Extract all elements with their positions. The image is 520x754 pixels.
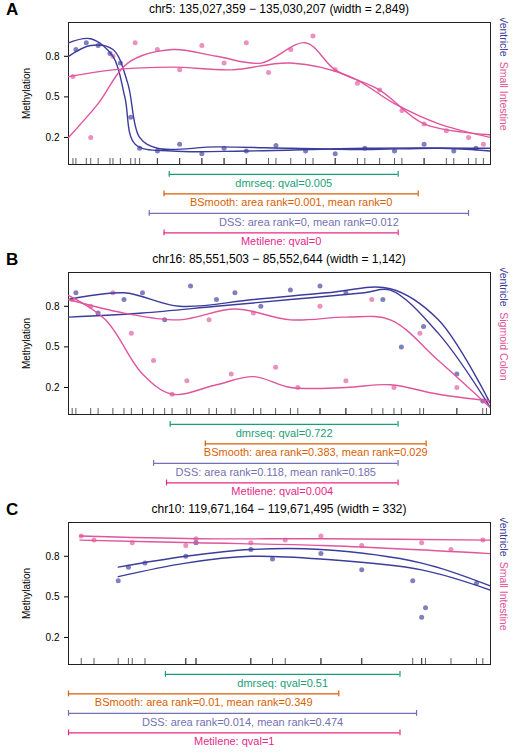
svg-text:0.5: 0.5 [46, 91, 60, 102]
svg-text:dmrseq: qval=0.722: dmrseq: qval=0.722 [236, 427, 333, 439]
svg-text:Methylation: Methylation [21, 568, 32, 619]
svg-text:Metilene: qval=1: Metilene: qval=1 [194, 735, 274, 747]
svg-text:Left Ventricle: Left Ventricle [498, 518, 510, 557]
svg-text:0.2: 0.2 [46, 382, 60, 393]
svg-text:BSmooth: area rank=0.383, mean: BSmooth: area rank=0.383, mean rank=0.02… [204, 446, 428, 458]
svg-text:Left Ventricle: Left Ventricle [498, 18, 510, 57]
svg-text:Methylation: Methylation [21, 68, 32, 119]
svg-text:Methylation: Methylation [21, 318, 32, 369]
svg-text:BSmooth: area rank=0.01, mean: BSmooth: area rank=0.01, mean rank=0.349 [95, 696, 313, 708]
html-text:A: A [6, 0, 19, 19]
svg-text:DSS: area rank=0.118, mean ran: DSS: area rank=0.118, mean rank=0.185 [176, 466, 376, 478]
svg-text:Metilene: qval=0: Metilene: qval=0 [241, 235, 321, 247]
svg-text:Small Intestine: Small Intestine [498, 562, 510, 631]
svg-text:BSmooth: area rank=0.001, mean: BSmooth: area rank=0.001, mean rank=0 [190, 196, 392, 208]
html-text:chr10: 119,671,164 − 119,671,4: chr10: 119,671,164 − 119,671,495 (width … [151, 502, 407, 516]
svg-text:Small Intestine: Small Intestine [498, 62, 510, 131]
svg-text:0.8: 0.8 [46, 51, 60, 62]
svg-text:0.8: 0.8 [46, 301, 60, 312]
svg-text:0.8: 0.8 [46, 551, 60, 562]
svg-text:Sigmoid Colon: Sigmoid Colon [498, 312, 510, 380]
html-text:B: B [6, 250, 19, 269]
svg-text:0.5: 0.5 [46, 591, 60, 602]
html-text:chr16: 85,551,503 − 85,552,644: chr16: 85,551,503 − 85,552,644 (width = … [152, 252, 406, 266]
svg-text:dmrseq: qval=0.005: dmrseq: qval=0.005 [235, 177, 332, 189]
svg-text:0.2: 0.2 [46, 632, 60, 643]
svg-text:DSS: area rank=0, mean rank=0.: DSS: area rank=0, mean rank=0.012 [219, 216, 399, 228]
svg-text:DSS: area rank=0.014, mean ran: DSS: area rank=0.014, mean rank=0.474 [142, 716, 343, 728]
svg-text:0.2: 0.2 [46, 132, 60, 143]
svg-text:0.5: 0.5 [46, 341, 60, 352]
svg-text:Metilene: qval=0.004: Metilene: qval=0.004 [231, 485, 333, 497]
html-text:C: C [6, 500, 19, 519]
svg-text:Right Ventricle: Right Ventricle [498, 268, 510, 307]
svg-text:dmrseq: qval=0.51: dmrseq: qval=0.51 [237, 677, 328, 689]
html-text:chr5: 135,027,359 − 135,030,20: chr5: 135,027,359 − 135,030,207 (width =… [148, 2, 410, 16]
